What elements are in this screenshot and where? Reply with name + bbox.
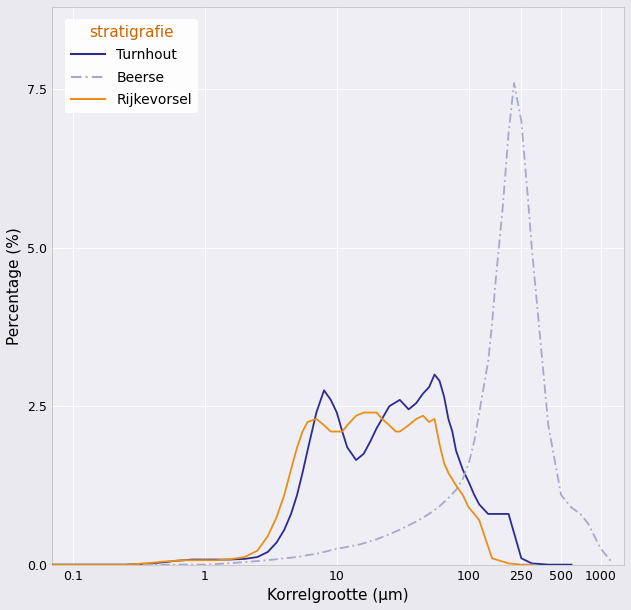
Y-axis label: Percentage (%): Percentage (%) [7,227,22,345]
X-axis label: Korrelgrootte (μm): Korrelgrootte (μm) [268,588,409,603]
Legend: Turnhout, Beerse, Rijkevorsel: Turnhout, Beerse, Rijkevorsel [65,20,198,113]
